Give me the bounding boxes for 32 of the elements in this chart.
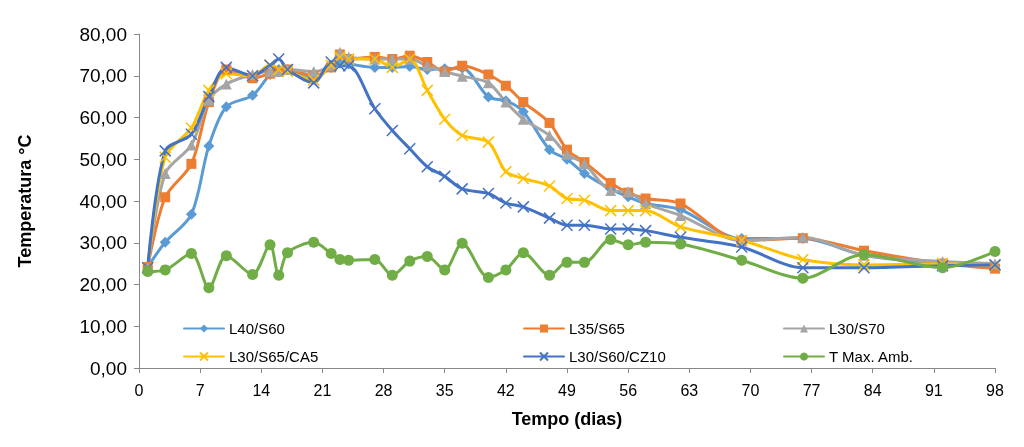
x-tick-label: 63 (680, 381, 699, 399)
x-tick-label: 91 (924, 381, 943, 399)
x-tick-label: 28 (374, 381, 393, 399)
y-tick-label: 50,00 (79, 148, 127, 170)
y-tick-label: 40,00 (79, 190, 127, 212)
y-tick-label: 10,00 (79, 315, 127, 337)
x-tick-label: 21 (313, 381, 332, 399)
x-tick-label: 49 (558, 381, 576, 399)
x-tick-label: 70 (741, 381, 760, 399)
x-tick-label: 98 (986, 381, 1004, 399)
y-tick-label: 30,00 (79, 232, 127, 254)
y-axis-title: Temperatura °C (15, 134, 35, 268)
y-tick-label: 0,00 (90, 357, 127, 379)
legend-label: L40/S60 (229, 320, 285, 337)
legend-label: L30/S70 (829, 320, 885, 337)
x-tick-label: 7 (195, 381, 205, 399)
x-tick-label: 35 (435, 381, 454, 399)
y-tick-label: 20,00 (79, 274, 127, 295)
x-tick-label: 14 (252, 381, 271, 399)
x-tick-label: 56 (619, 381, 638, 399)
x-tick-label: 77 (802, 381, 821, 399)
x-tick-label: 84 (863, 381, 882, 399)
y-tick-label: 60,00 (79, 107, 127, 128)
legend-label: L30/S60/CZ10 (569, 348, 666, 365)
y-tick-label: 70,00 (79, 65, 127, 87)
x-tick-label: 0 (134, 381, 144, 399)
legend-label: T Max. Amb. (829, 348, 913, 365)
legend-label: L35/S65 (569, 320, 625, 337)
y-tick-label: 80,00 (79, 23, 127, 45)
x-axis-title: Tempo (dias) (511, 409, 623, 429)
x-tick-label: 42 (496, 381, 515, 399)
legend-label: L30/S65/CA5 (229, 348, 319, 365)
